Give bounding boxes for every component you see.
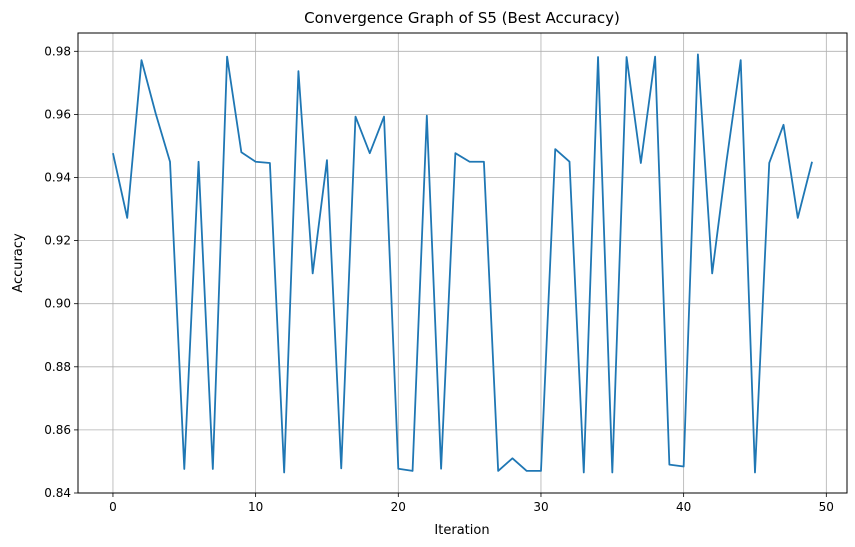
grid-lines — [78, 33, 847, 494]
chart-title: Convergence Graph of S5 (Best Accuracy) — [304, 9, 620, 27]
y-tick-label: 0.88 — [44, 360, 71, 374]
accuracy-series-line — [112, 53, 813, 474]
x-tick-label: 10 — [248, 500, 263, 514]
series-layer — [112, 53, 813, 474]
y-tick-label: 0.92 — [44, 234, 71, 248]
y-tick-label: 0.86 — [44, 423, 71, 437]
plot-area-frame — [77, 32, 848, 494]
x-tick-label: 0 — [109, 500, 117, 514]
x-tick-label: 20 — [391, 500, 406, 514]
y-tick-label: 0.98 — [44, 44, 71, 58]
x-tick-label: 30 — [533, 500, 548, 514]
y-tick-label: 0.94 — [44, 170, 71, 184]
x-tick-label: 40 — [676, 500, 691, 514]
axis-ticks: 0 10 20 30 40 50 0.84 0.86 0.88 0.90 0.92 0.94 0.96 0… — [44, 44, 834, 514]
x-tick-label: 50 — [819, 500, 834, 514]
y-tick-label: 0.96 — [44, 107, 71, 121]
x-axis-title: Iteration — [434, 523, 489, 538]
y-tick-label: 0.84 — [44, 486, 71, 500]
y-axis-title: Accuracy — [11, 233, 26, 293]
y-tick-label: 0.90 — [44, 297, 71, 311]
